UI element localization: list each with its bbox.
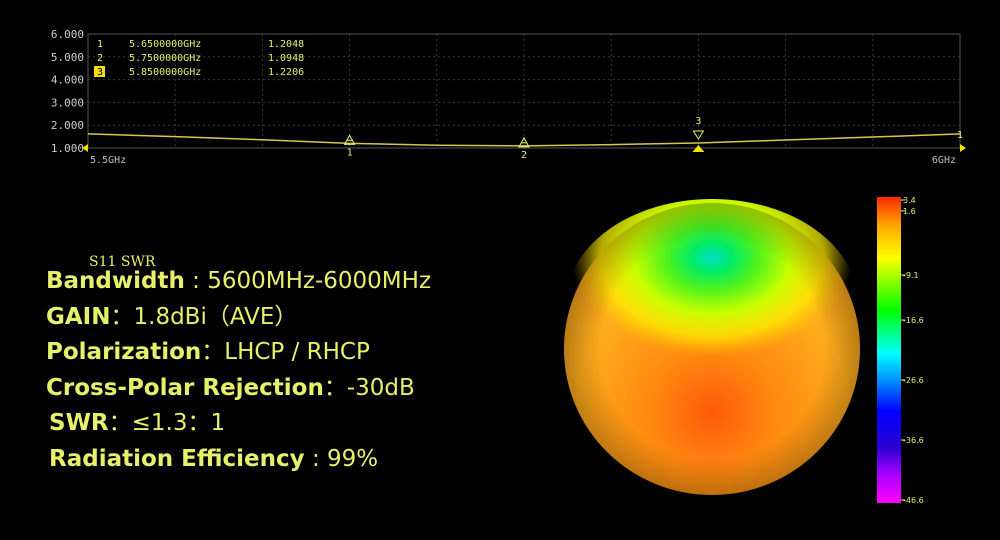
- swr-line: [87, 133, 961, 147]
- swr-chart: 6.000 5.000 4.000 3.000 2.000 1.000 5.5GHz 6G…: [51, 28, 966, 166]
- y-tick-label: 5.000: [51, 51, 84, 64]
- marker-2: 2: [518, 136, 530, 161]
- spec-value: LHCP / RHCP: [224, 339, 370, 365]
- marker-table-swr: 1.0948: [268, 53, 304, 64]
- x-tick-labels: 5.5GHz 6GHz: [90, 155, 956, 166]
- chart-grid: [87, 33, 961, 149]
- spec-label: Polarization: [46, 339, 202, 365]
- spec-gain: GAIN：1.8dBi（AVE）: [46, 300, 566, 336]
- spec-value: ≤1.3：1: [131, 410, 226, 436]
- ref-arrow-right: [960, 144, 966, 152]
- x-tick-end: 6GHz: [932, 155, 956, 166]
- spec-label: Cross-Polar Rejection: [46, 374, 324, 401]
- radiation-pattern-globe: [564, 199, 860, 495]
- marker-flag: [692, 130, 705, 140]
- spec-separator: ：: [108, 410, 132, 436]
- x-tick-start: 5.5GHz: [90, 155, 126, 166]
- marker-base: [692, 145, 705, 152]
- y-tick-label: 3.000: [51, 96, 84, 109]
- colorbar-tick-label: 1.6: [903, 207, 916, 216]
- colorbar-tick-label: -16.6: [903, 316, 924, 325]
- marker-label: 2: [521, 150, 527, 161]
- spec-value: 5600MHz-6000MHz: [207, 268, 432, 294]
- spec-label: GAIN: [46, 303, 111, 330]
- marker-table-swr: 1.2048: [268, 39, 304, 50]
- marker-1: 1: [343, 134, 356, 158]
- marker-label: 3: [695, 116, 701, 127]
- chart-caption: S11 SWR: [89, 254, 156, 270]
- spec-label: SWR: [49, 410, 109, 436]
- spec-value: 99%: [327, 445, 379, 472]
- spec-polarization: Polarization：LHCP / RHCP: [46, 335, 566, 371]
- spec-separator: ：: [201, 339, 225, 365]
- spec-separator: :: [184, 268, 208, 294]
- colorbar-tick-label: -9.1: [903, 271, 919, 280]
- spec-bandwidth: Bandwidth : 5600MHz-6000MHz: [46, 264, 566, 300]
- marker-table-id: 2: [97, 53, 103, 64]
- spec-radiation-efficiency: Radiation Efficiency : 99%: [46, 442, 566, 478]
- colorbar-ticks: 3.4 1.6 -9.1 -16.6 -26.6 -36.6 -46.6: [901, 196, 924, 505]
- spec-value: -30dB: [346, 374, 415, 401]
- colorbar-tick-label: -26.6: [903, 376, 924, 385]
- swr-trace: [87, 133, 961, 147]
- marker-table-swr: 1.2206: [268, 67, 304, 78]
- marker-table-freq: 5.6500000GHz: [129, 39, 201, 50]
- spec-separator: :: [304, 445, 328, 472]
- marker-label: 1: [347, 147, 353, 158]
- colorbar-gradient: [877, 197, 901, 503]
- ref-arrow-left: [82, 144, 88, 152]
- spec-value: 1.8dBi（AVE）: [133, 303, 298, 330]
- y-tick-label: 6.000: [51, 28, 84, 41]
- spec-list: Bandwidth : 5600MHz-6000MHz GAIN：1.8dBi（…: [46, 264, 566, 477]
- marker-table: 1 5.6500000GHz 1.2048 2 5.7500000GHz 1.0948 3 5…: [94, 39, 304, 78]
- spec-label: Radiation Efficiency: [49, 445, 305, 472]
- marker-3: 3: [692, 116, 705, 152]
- chart-markers: 1 2 3: [82, 116, 966, 161]
- colorbar-tick-label: 3.4: [903, 196, 916, 205]
- y-tick-label: 4.000: [51, 74, 84, 87]
- y-tick-label: 2.000: [51, 119, 84, 132]
- marker-table-id: 3: [97, 67, 103, 78]
- spec-cross-polar-rejection: Cross-Polar Rejection：-30dB: [46, 371, 566, 407]
- marker-table-id: 1: [97, 39, 103, 50]
- y-tick-labels: 6.000 5.000 4.000 3.000 2.000 1.000: [51, 28, 84, 155]
- globe-edge-shading: [564, 203, 860, 495]
- spec-swr: SWR：≤1.3：1: [46, 406, 566, 442]
- marker-table-freq: 5.7500000GHz: [129, 53, 201, 64]
- marker-table-freq: 5.8500000GHz: [129, 67, 201, 78]
- gain-colorbar: 3.4 1.6 -9.1 -16.6 -26.6 -36.6 -46.6: [877, 196, 924, 505]
- colorbar-tick-label: -36.6: [903, 436, 924, 445]
- right-edge-label: 1: [957, 130, 963, 141]
- spec-label: Bandwidth: [46, 268, 185, 294]
- y-tick-label: 1.000: [51, 142, 84, 155]
- colorbar-tick-label: -46.6: [903, 496, 924, 505]
- marker-table-highlight: [94, 66, 105, 77]
- spec-separator: ：: [110, 303, 134, 330]
- spec-separator: ：: [323, 374, 347, 401]
